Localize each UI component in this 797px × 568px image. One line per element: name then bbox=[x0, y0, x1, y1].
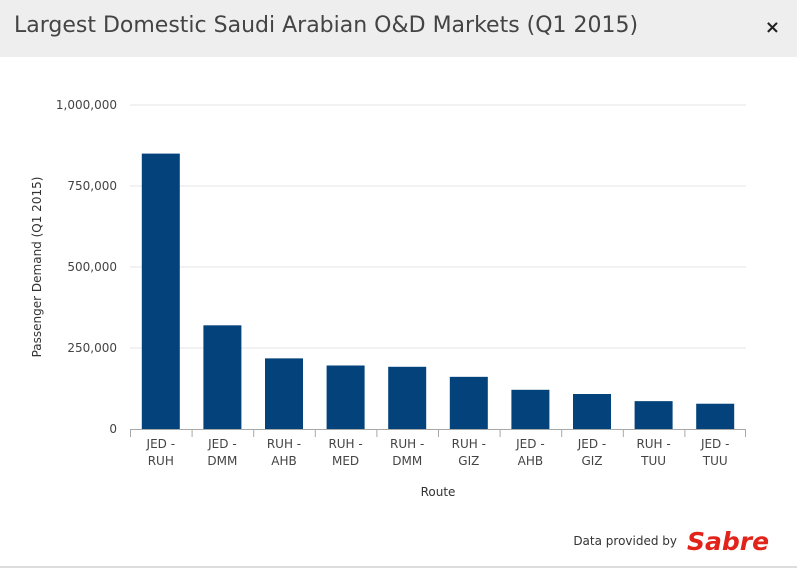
axis-layer: 0 250,000 500,000 750,000 1,000,000 JED -RUH J… bbox=[30, 98, 746, 499]
bar[interactable] bbox=[141, 153, 180, 429]
bottom-divider bbox=[0, 566, 797, 568]
x-tick-label: JED -TUU bbox=[700, 437, 730, 468]
bar[interactable] bbox=[265, 358, 303, 429]
page-title: Largest Domestic Saudi Arabian O&D Marke… bbox=[14, 13, 639, 38]
bar-chart: 0 250,000 500,000 750,000 1,000,000 JED -RUH J… bbox=[0, 57, 797, 507]
bar[interactable] bbox=[634, 401, 673, 429]
x-tick-label: RUH -GIZ bbox=[452, 437, 486, 468]
bar[interactable] bbox=[511, 389, 550, 429]
x-tick-label: JED -GIZ bbox=[577, 437, 607, 468]
x-axis-title: Route bbox=[421, 485, 456, 499]
bar[interactable] bbox=[449, 376, 488, 429]
sabre-logo[interactable]: Sabre bbox=[685, 526, 783, 556]
data-credit: Data provided by Sabre bbox=[573, 526, 783, 556]
bars-layer bbox=[141, 153, 735, 429]
bar[interactable] bbox=[326, 365, 365, 429]
close-icon[interactable]: × bbox=[764, 17, 780, 38]
x-tick-label: JED -RUH bbox=[146, 437, 176, 468]
x-tick-label: RUH -DMM bbox=[390, 437, 424, 468]
y-tick-label: 250,000 bbox=[67, 341, 117, 355]
x-tick-label: RUH -MED bbox=[328, 437, 362, 468]
x-tick-label: JED -AHB bbox=[515, 437, 545, 468]
modal-header: Largest Domestic Saudi Arabian O&D Marke… bbox=[0, 0, 797, 57]
x-tick-label: RUH -TUU bbox=[636, 437, 670, 468]
x-tick-label: JED -DMM bbox=[207, 437, 237, 468]
bar[interactable] bbox=[573, 394, 611, 429]
y-tick-label: 750,000 bbox=[67, 179, 117, 193]
y-tick-label: 500,000 bbox=[67, 260, 117, 274]
y-tick-label: 0 bbox=[109, 422, 117, 436]
y-axis-title: Passenger Demand (Q1 2015) bbox=[30, 177, 44, 358]
chart-svg: 0 250,000 500,000 750,000 1,000,000 JED -RUH J… bbox=[30, 98, 746, 499]
provided-by-text: Data provided by bbox=[573, 534, 677, 548]
bar[interactable] bbox=[388, 366, 427, 429]
grid-layer bbox=[130, 104, 746, 349]
bar[interactable] bbox=[203, 325, 242, 429]
y-tick-label: 1,000,000 bbox=[56, 98, 117, 112]
x-tick-label: RUH -AHB bbox=[267, 437, 301, 468]
bar[interactable] bbox=[696, 403, 735, 429]
svg-text:Sabre: Sabre bbox=[687, 527, 769, 556]
